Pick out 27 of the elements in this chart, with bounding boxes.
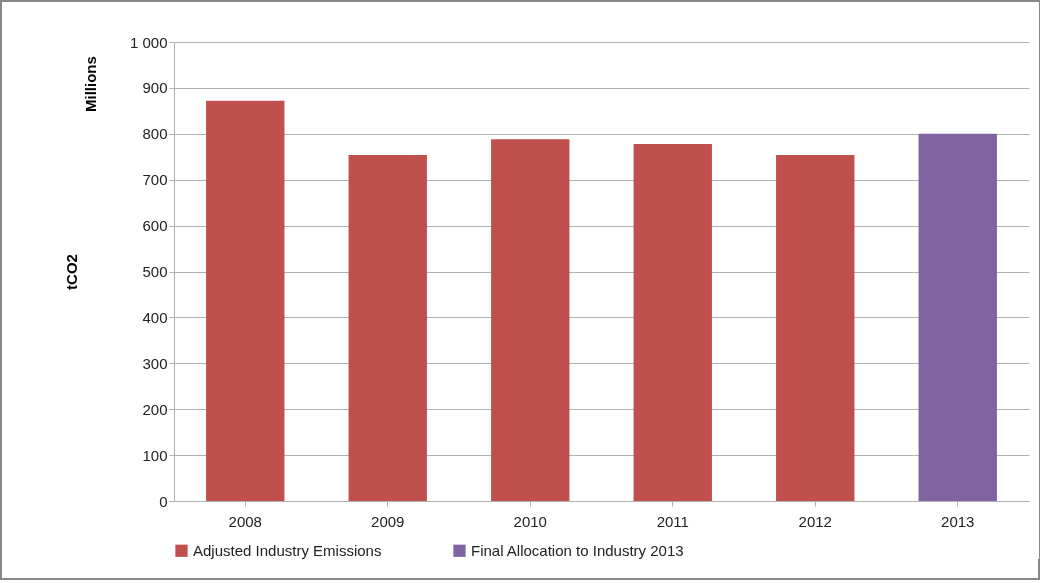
text: Millions <box>82 56 99 112</box>
bar <box>206 100 285 501</box>
y-tick-label: 900 <box>142 79 168 97</box>
bar <box>348 154 427 501</box>
y-tick-label: 200 <box>142 400 168 418</box>
x-tick-label: 2011 <box>656 512 689 530</box>
y-tick-label: 300 <box>142 354 168 372</box>
bar <box>776 154 855 501</box>
y-axis-title: tCO2 <box>62 254 80 290</box>
bar <box>633 143 712 501</box>
x-tick-label: 2008 <box>228 512 262 530</box>
y-tick-label: 1 000 <box>129 33 168 51</box>
y-tick-label: 500 <box>142 263 168 280</box>
y-tick-label: 800 <box>142 125 168 143</box>
y-tick-label: 400 <box>142 308 168 326</box>
y-tick-label: 700 <box>142 171 168 189</box>
x-tick-label: 2013 <box>941 512 975 530</box>
y-tick-label: 100 <box>142 446 168 464</box>
legend-label: Final Allocation to Industry 2013 <box>471 541 684 559</box>
y-tick-label: 600 <box>142 217 168 235</box>
bar <box>491 139 570 501</box>
x-tick-label: 2010 <box>513 512 547 530</box>
y-tick-label: 0 <box>159 492 168 510</box>
x-tick-label: 2012 <box>798 512 832 530</box>
x-tick-label: 2009 <box>371 512 405 530</box>
bar <box>918 133 997 501</box>
legend-label: Adjusted Industry Emissions <box>193 541 382 559</box>
